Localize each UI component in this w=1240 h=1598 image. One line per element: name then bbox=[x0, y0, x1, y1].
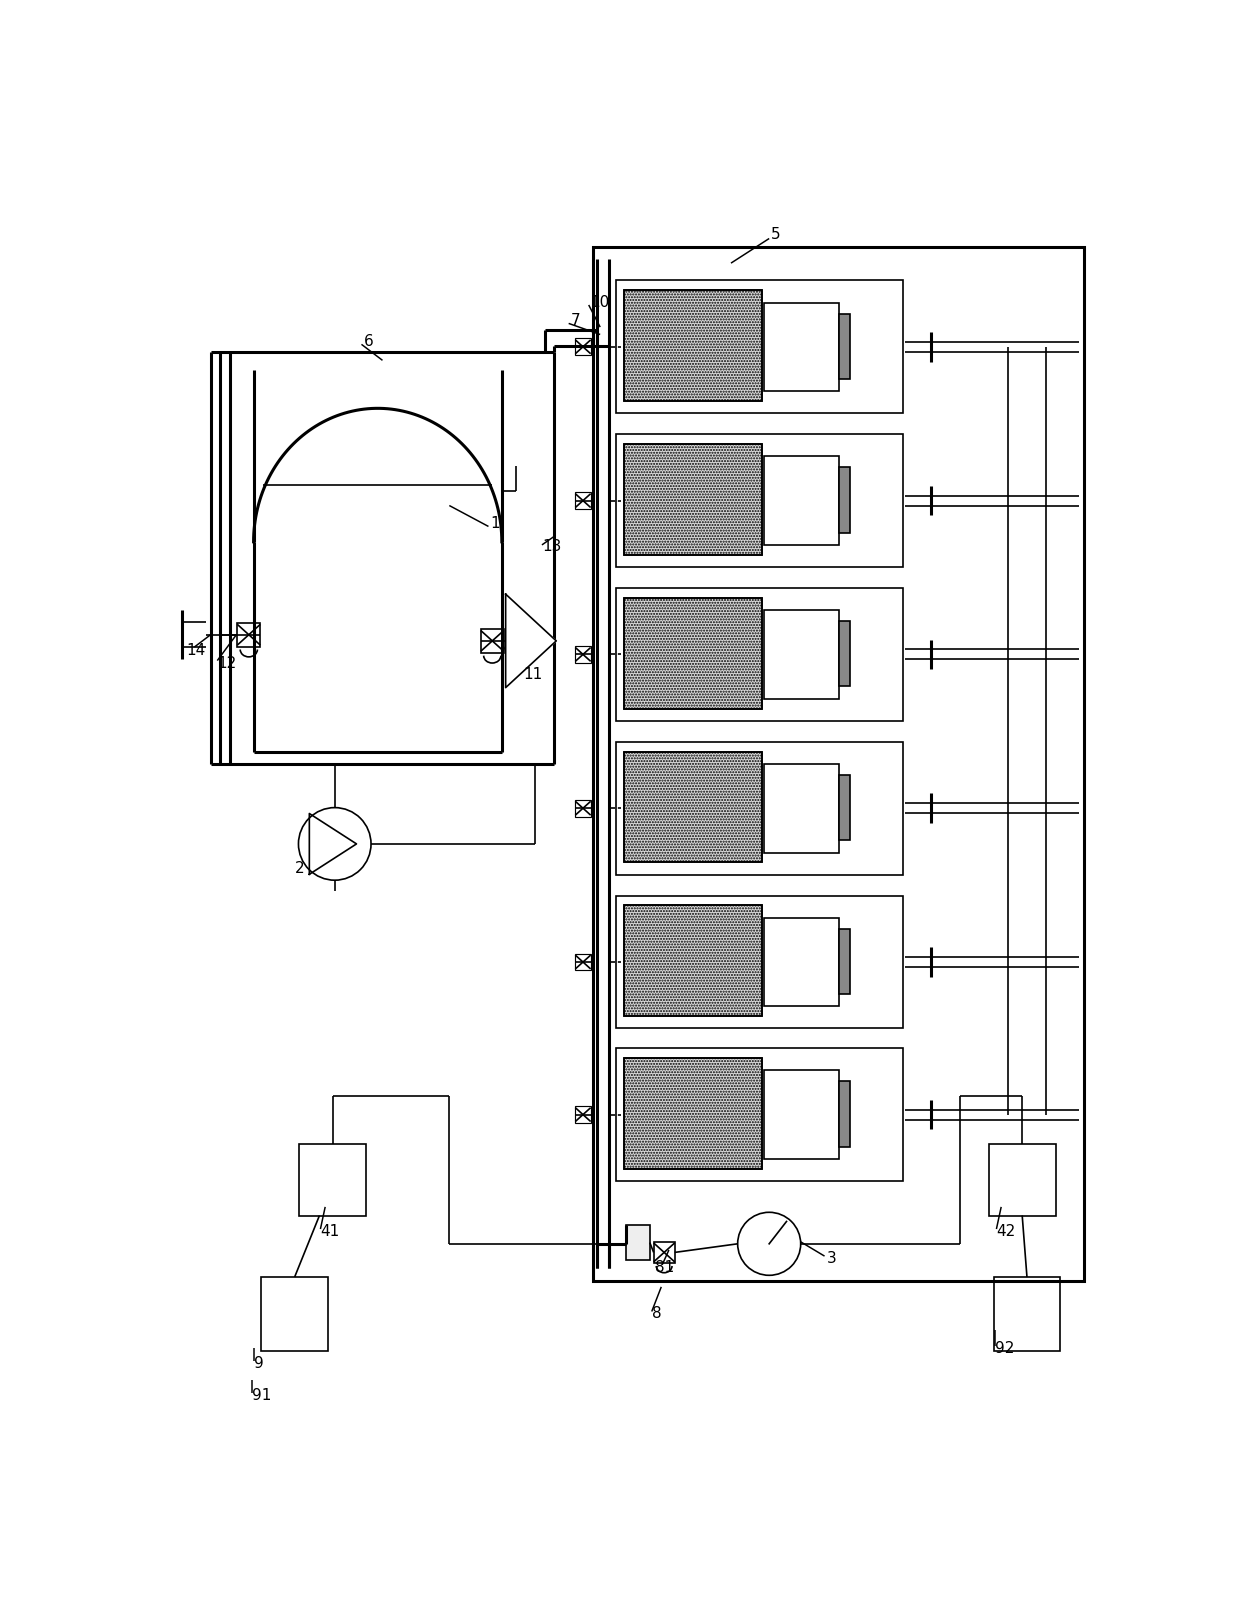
Bar bbox=[839, 775, 851, 841]
Text: 91: 91 bbox=[252, 1387, 272, 1403]
Bar bbox=[764, 917, 839, 1007]
Bar bbox=[764, 764, 839, 852]
Bar bbox=[624, 751, 761, 863]
Bar bbox=[624, 598, 761, 708]
Bar bbox=[574, 646, 591, 663]
Bar bbox=[616, 895, 903, 1029]
Bar bbox=[262, 1277, 329, 1350]
Bar bbox=[839, 313, 851, 379]
Text: 1: 1 bbox=[490, 516, 500, 532]
Bar bbox=[624, 598, 761, 708]
Bar bbox=[764, 610, 839, 698]
Bar bbox=[624, 906, 761, 1016]
Bar bbox=[616, 1048, 903, 1181]
Text: 42: 42 bbox=[997, 1224, 1016, 1238]
Bar bbox=[574, 954, 591, 970]
Bar bbox=[237, 623, 260, 647]
Bar bbox=[574, 492, 591, 510]
Text: 2: 2 bbox=[295, 861, 304, 876]
Bar bbox=[574, 339, 591, 355]
Bar bbox=[299, 1144, 366, 1216]
Bar bbox=[764, 457, 839, 545]
Bar bbox=[764, 302, 839, 392]
Bar bbox=[574, 801, 591, 817]
Bar bbox=[624, 291, 761, 401]
Bar bbox=[626, 1226, 650, 1259]
Text: 13: 13 bbox=[542, 539, 562, 553]
Circle shape bbox=[299, 807, 371, 880]
Bar bbox=[624, 444, 761, 555]
Bar bbox=[764, 1071, 839, 1159]
Bar bbox=[653, 1242, 675, 1264]
Bar bbox=[624, 906, 761, 1016]
Bar bbox=[574, 1106, 591, 1123]
Bar bbox=[616, 588, 903, 721]
Bar bbox=[624, 291, 761, 401]
Bar bbox=[988, 1144, 1055, 1216]
Text: 92: 92 bbox=[994, 1341, 1014, 1355]
Text: 11: 11 bbox=[523, 666, 542, 682]
Text: 14: 14 bbox=[187, 644, 206, 658]
Bar bbox=[993, 1277, 1060, 1350]
Text: 10: 10 bbox=[590, 296, 610, 310]
Bar bbox=[593, 248, 1084, 1280]
Text: 7: 7 bbox=[570, 313, 580, 329]
Bar bbox=[616, 741, 903, 874]
Text: 5: 5 bbox=[771, 227, 781, 243]
Bar bbox=[624, 1058, 761, 1168]
Bar bbox=[624, 444, 761, 555]
Bar bbox=[616, 435, 903, 567]
Bar bbox=[839, 622, 851, 687]
Text: 6: 6 bbox=[363, 334, 373, 350]
Bar bbox=[839, 1082, 851, 1147]
Bar bbox=[624, 1058, 761, 1168]
Text: 9: 9 bbox=[253, 1355, 263, 1371]
Bar bbox=[839, 467, 851, 532]
Text: 81: 81 bbox=[655, 1259, 673, 1275]
Bar bbox=[616, 280, 903, 414]
Polygon shape bbox=[506, 594, 557, 687]
Bar bbox=[481, 630, 503, 652]
Bar bbox=[624, 751, 761, 863]
Text: 41: 41 bbox=[320, 1224, 340, 1238]
Text: 3: 3 bbox=[826, 1251, 836, 1266]
Text: 8: 8 bbox=[652, 1307, 661, 1322]
Text: 12: 12 bbox=[217, 655, 237, 671]
Bar bbox=[839, 928, 851, 994]
Circle shape bbox=[738, 1213, 801, 1275]
